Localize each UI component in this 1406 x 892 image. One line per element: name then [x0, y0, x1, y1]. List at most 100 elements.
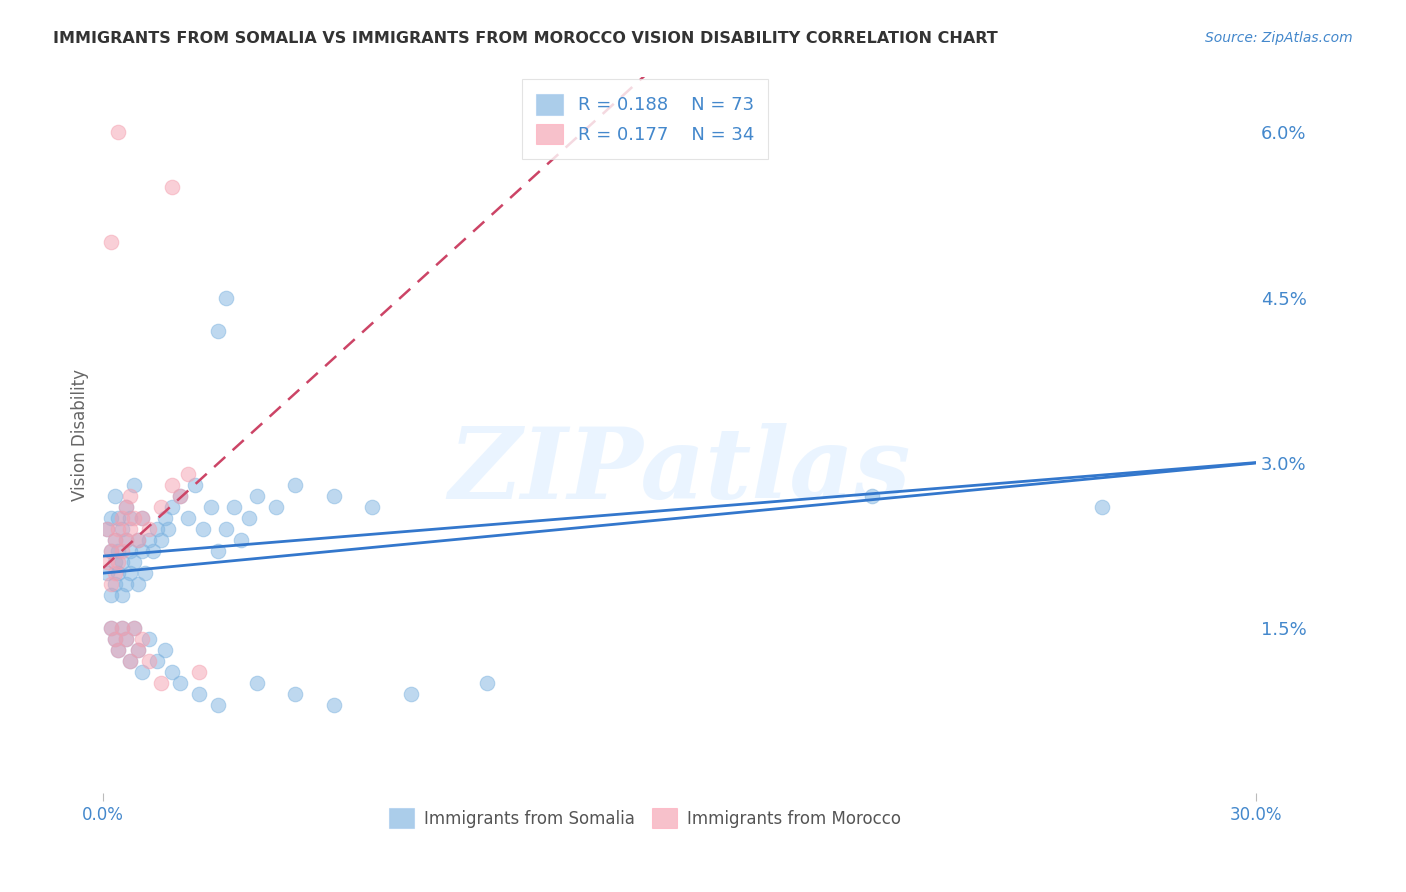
Point [107, 642, 129, 657]
Point [100, 510, 122, 524]
Point [104, 632, 127, 646]
Point [111, 621, 134, 635]
Point [284, 687, 307, 701]
Text: IMMIGRANTS FROM SOMALIA VS IMMIGRANTS FROM MOROCCO VISION DISABILITY CORRELATION: IMMIGRANTS FROM SOMALIA VS IMMIGRANTS FR… [53, 31, 998, 46]
Point [157, 522, 180, 536]
Point [153, 642, 176, 657]
Point [111, 522, 134, 536]
Point [100, 576, 122, 591]
Point [246, 675, 269, 690]
Point [231, 533, 253, 547]
Point [399, 687, 422, 701]
Point [111, 555, 134, 569]
Point [100, 588, 122, 602]
Point [118, 489, 141, 503]
Point [104, 533, 127, 547]
Point [188, 665, 211, 679]
Point [149, 675, 172, 690]
Point [96, 555, 118, 569]
Point [138, 533, 160, 547]
Point [115, 576, 138, 591]
Point [138, 522, 160, 536]
Point [131, 632, 153, 646]
Point [122, 477, 145, 491]
Point [127, 642, 149, 657]
Point [222, 500, 245, 514]
Point [860, 489, 883, 503]
Point [127, 533, 149, 547]
Point [1091, 500, 1114, 514]
Legend: Immigrants from Somalia, Immigrants from Morocco: Immigrants from Somalia, Immigrants from… [382, 802, 907, 834]
Point [162, 477, 184, 491]
Point [207, 324, 229, 338]
Point [100, 621, 122, 635]
Point [142, 543, 165, 558]
Point [215, 291, 238, 305]
Point [122, 510, 145, 524]
Point [100, 543, 122, 558]
Point [115, 533, 138, 547]
Point [322, 489, 344, 503]
Point [138, 654, 160, 668]
Point [207, 698, 229, 712]
Point [169, 489, 191, 503]
Y-axis label: Vision Disability: Vision Disability [72, 369, 89, 501]
Point [477, 675, 499, 690]
Point [122, 621, 145, 635]
Point [111, 621, 134, 635]
Point [104, 632, 127, 646]
Point [246, 489, 269, 503]
Point [149, 533, 172, 547]
Point [118, 522, 141, 536]
Point [118, 566, 141, 580]
Point [111, 543, 134, 558]
Point [100, 543, 122, 558]
Point [169, 489, 191, 503]
Point [153, 510, 176, 524]
Point [215, 522, 238, 536]
Point [131, 510, 153, 524]
Point [111, 510, 134, 524]
Point [107, 522, 129, 536]
Point [107, 566, 129, 580]
Point [107, 555, 129, 569]
Point [111, 588, 134, 602]
Point [115, 500, 138, 514]
Point [96, 522, 118, 536]
Point [169, 675, 191, 690]
Point [138, 632, 160, 646]
Point [127, 533, 149, 547]
Point [115, 632, 138, 646]
Point [104, 555, 127, 569]
Point [176, 467, 198, 481]
Point [284, 477, 307, 491]
Point [127, 576, 149, 591]
Text: ZIPatlas: ZIPatlas [449, 423, 911, 519]
Point [122, 621, 145, 635]
Point [115, 500, 138, 514]
Point [107, 510, 129, 524]
Point [118, 543, 141, 558]
Point [176, 510, 198, 524]
Point [188, 687, 211, 701]
Point [107, 125, 129, 139]
Point [322, 698, 344, 712]
Point [104, 533, 127, 547]
Point [100, 235, 122, 250]
Point [96, 566, 118, 580]
Point [107, 543, 129, 558]
Point [146, 654, 169, 668]
Point [100, 621, 122, 635]
Point [146, 522, 169, 536]
Point [162, 180, 184, 194]
Point [207, 543, 229, 558]
Point [191, 522, 214, 536]
Point [118, 510, 141, 524]
Point [361, 500, 384, 514]
Point [162, 500, 184, 514]
Point [104, 576, 127, 591]
Point [127, 642, 149, 657]
Point [118, 654, 141, 668]
Text: Source: ZipAtlas.com: Source: ZipAtlas.com [1205, 31, 1353, 45]
Point [104, 489, 127, 503]
